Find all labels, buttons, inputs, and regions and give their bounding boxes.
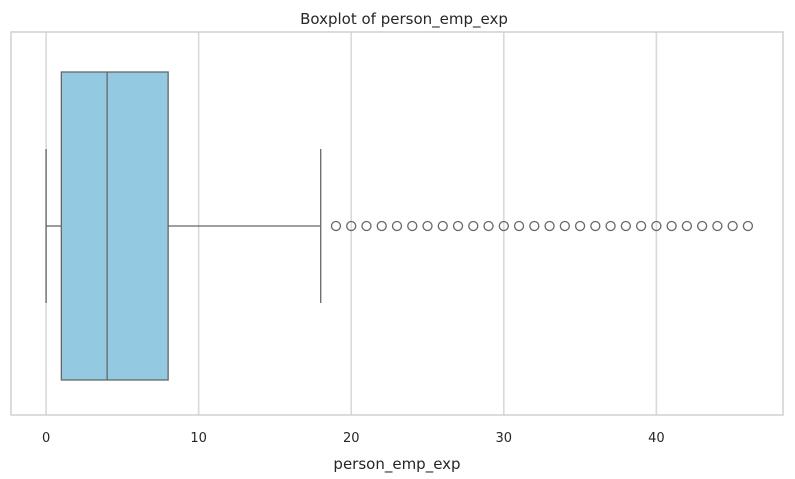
- outlier-point: [498, 220, 509, 232]
- outlier-point: [468, 220, 479, 232]
- x-tick-label: 30: [496, 431, 513, 446]
- x-tick-label: 0: [42, 431, 50, 446]
- x-tick-labels: 0 10 20 30 40: [42, 431, 665, 446]
- outlier-point: [696, 220, 708, 232]
- outlier-point: [513, 220, 525, 232]
- outlier-point: [529, 220, 540, 232]
- box-group: [45, 71, 322, 381]
- outlier-point: [681, 220, 693, 232]
- outlier-point: [574, 220, 586, 232]
- plot-frame: [10, 31, 784, 416]
- outlier-point: [544, 220, 555, 232]
- iqr-box: [60, 71, 169, 381]
- outlier-point: [590, 220, 601, 232]
- outlier-point: [635, 220, 647, 232]
- outlier-point: [407, 220, 418, 232]
- x-tick-label: 10: [190, 431, 207, 446]
- outlier-point: [376, 220, 387, 232]
- outlier-point: [422, 220, 433, 232]
- outlier-point: [712, 220, 723, 232]
- outlier-point: [742, 220, 754, 232]
- x-tick-label: 20: [343, 431, 360, 446]
- x-axis-label: person_emp_exp: [333, 455, 460, 474]
- outlier-group: [330, 220, 754, 232]
- outlier-point: [727, 220, 738, 232]
- outlier-point: [452, 220, 464, 232]
- outlier-point: [330, 220, 342, 232]
- outlier-point: [437, 220, 448, 232]
- grid-lines: [45, 32, 658, 415]
- outlier-point: [620, 220, 632, 232]
- outlier-point: [666, 220, 677, 232]
- outlier-point: [651, 220, 662, 232]
- outlier-point: [391, 220, 403, 232]
- outlier-point: [346, 220, 357, 232]
- outlier-point: [361, 220, 372, 232]
- outlier-point: [605, 220, 616, 232]
- outlier-point: [559, 220, 570, 232]
- x-tick-label: 40: [648, 431, 665, 446]
- chart-title: Boxplot of person_emp_exp: [300, 10, 508, 29]
- outlier-point: [483, 220, 494, 232]
